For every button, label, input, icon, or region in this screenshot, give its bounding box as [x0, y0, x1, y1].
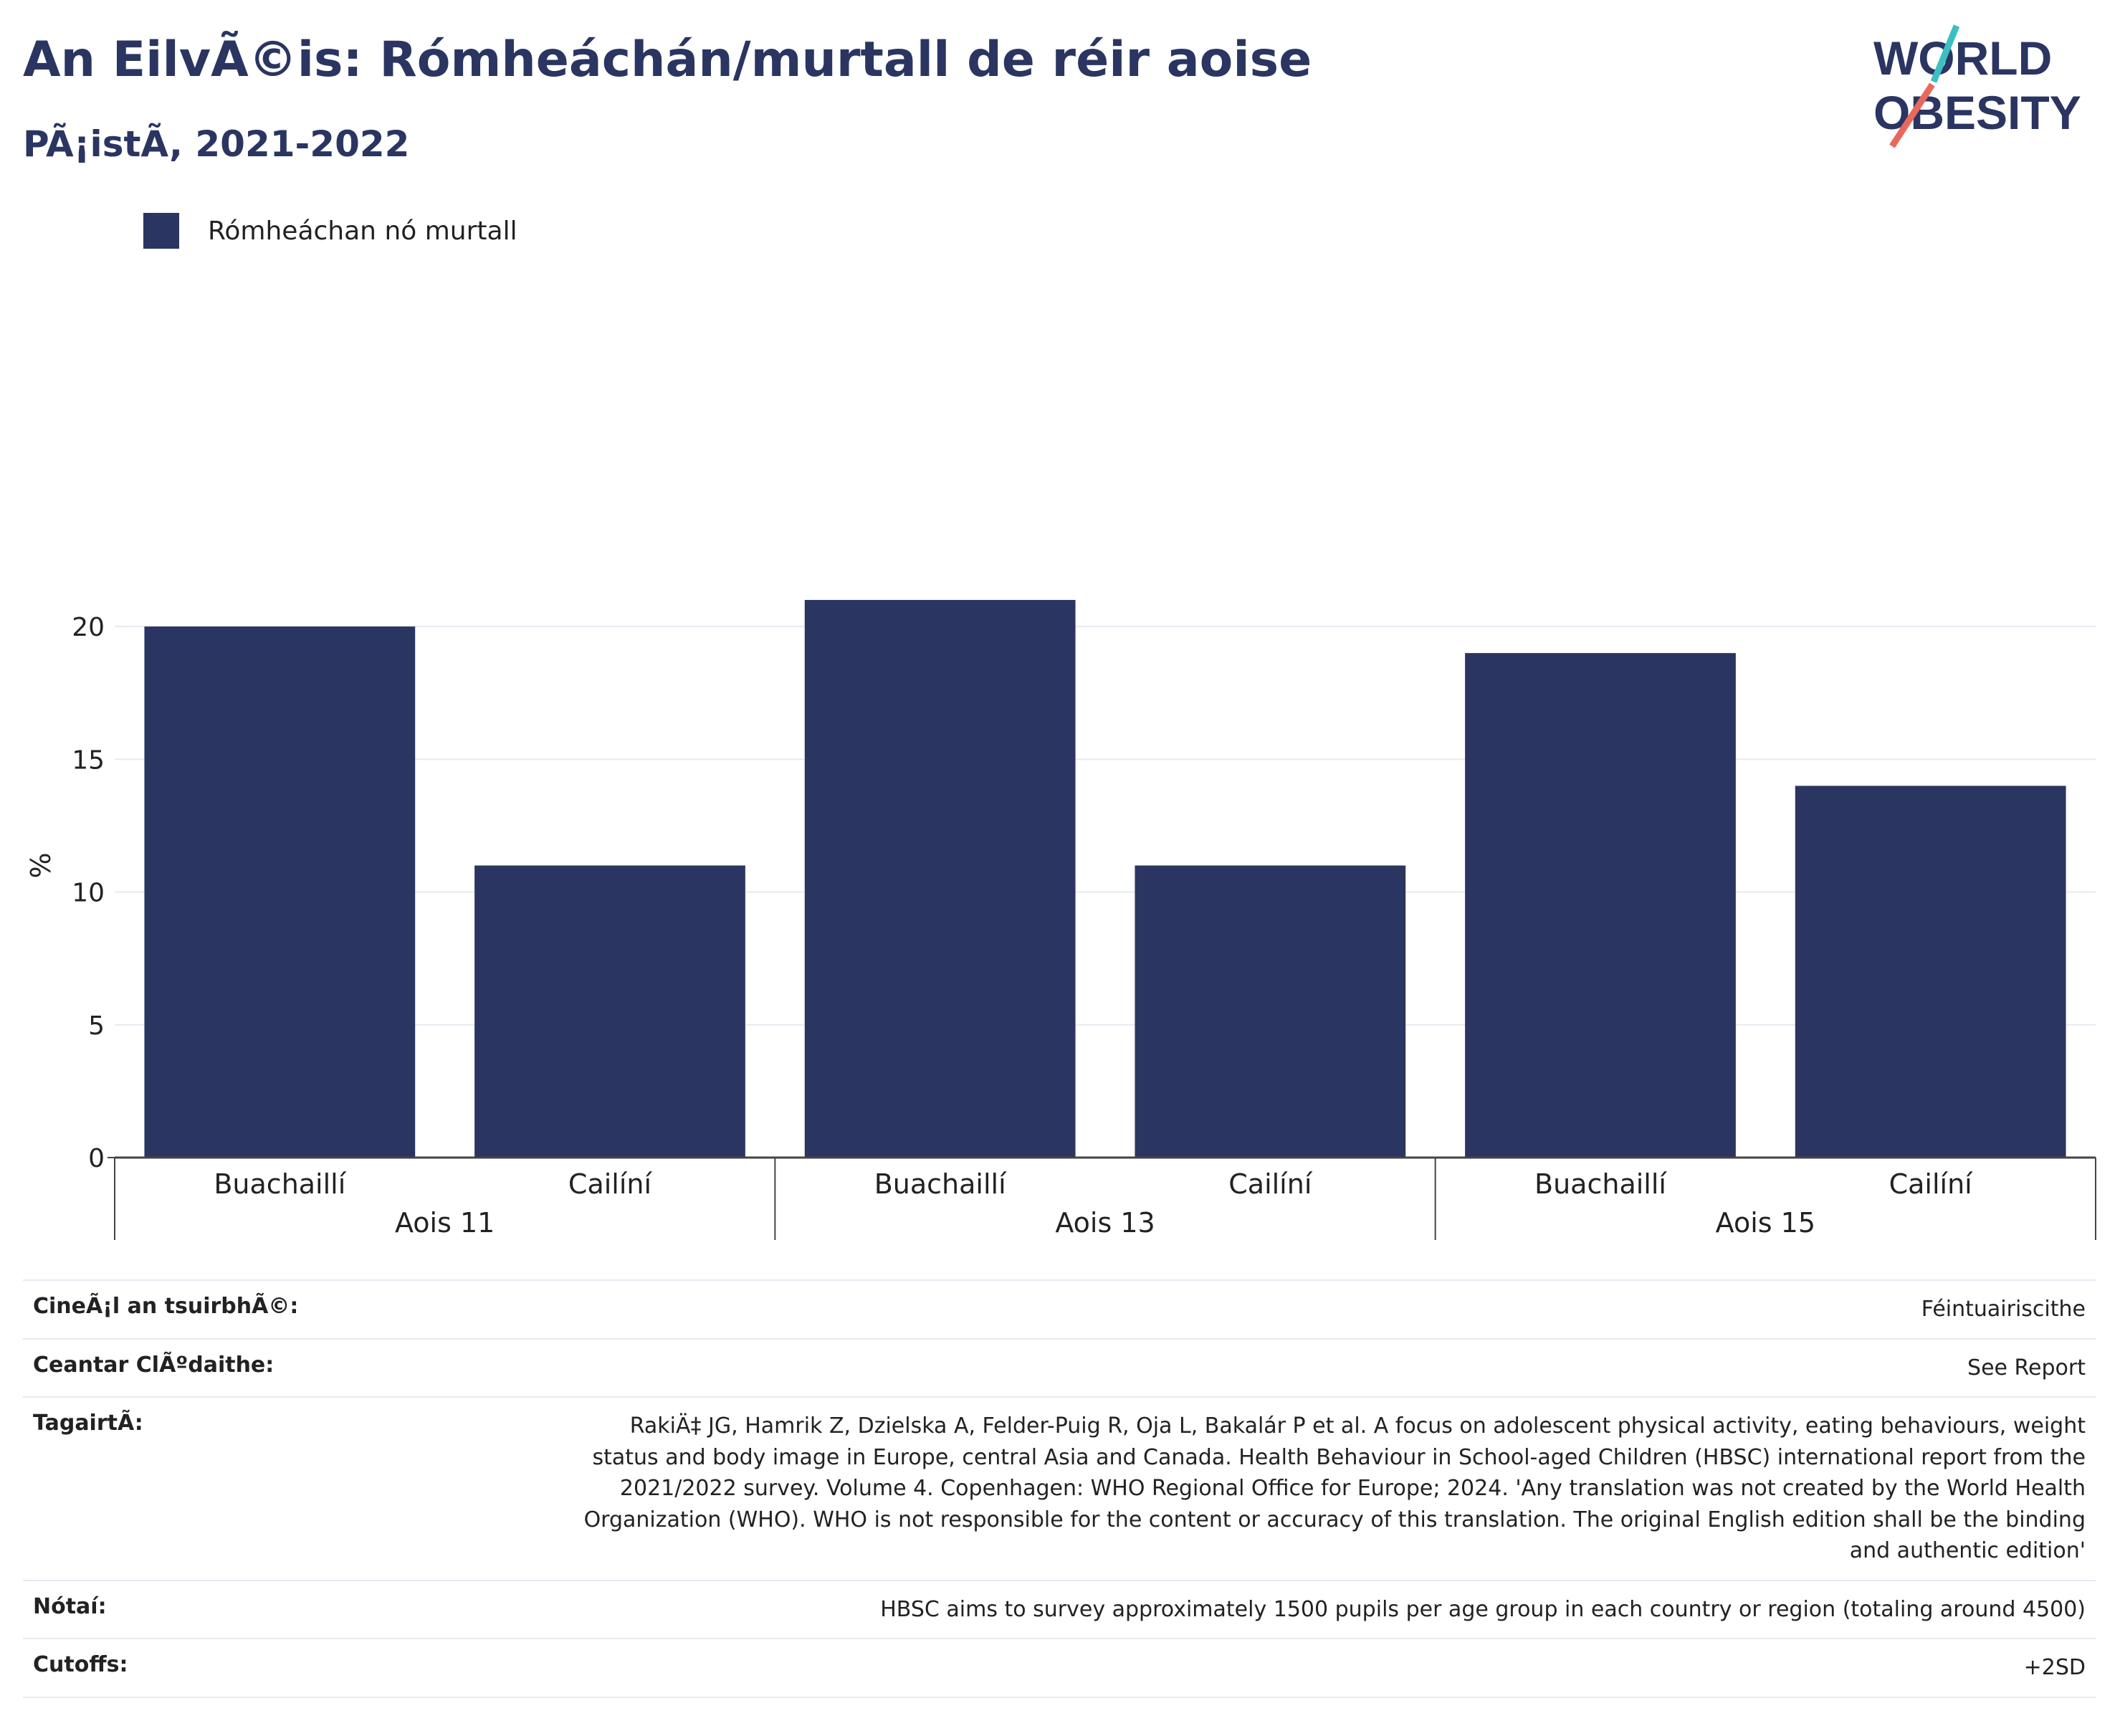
y-tick-label: 0	[88, 1144, 105, 1173]
meta-value: Féintuairiscithe	[1921, 1297, 2086, 1322]
bar	[804, 600, 1076, 1158]
meta-value: See Report	[1967, 1355, 2086, 1380]
logo-line2: OBESITY	[1873, 86, 2081, 139]
y-tick-label: 15	[72, 745, 105, 775]
group-label: Aois 11	[395, 1207, 495, 1239]
meta-key: CineÃ¡l an tsuirbhÃ©:	[33, 1294, 299, 1319]
meta-row-survey-type: CineÃ¡l an tsuirbhÃ©: Féintuairiscithe	[23, 1279, 2096, 1338]
bar	[1795, 786, 2066, 1158]
world-obesity-logo: WORLD OBESITY	[1873, 24, 2081, 148]
chart-title: An EilvÃ©is: Rómheáchán/murtall de réir …	[23, 32, 1312, 88]
y-tick-label: 5	[88, 1011, 105, 1041]
meta-key: Cutoffs:	[33, 1652, 128, 1677]
y-tick-label: 10	[72, 879, 105, 908]
meta-row-area: Ceantar ClÃºdaithe: See Report	[23, 1337, 2096, 1397]
logo-slash-coral	[1889, 82, 1935, 148]
bar-chart: 0 5 10 15 20% Buachaillí Cailíní Aois 11 Buachai…	[25, 600, 2096, 1240]
x-tick-label: Cailíní	[1889, 1168, 1974, 1200]
group-label: Aois 13	[1055, 1207, 1155, 1239]
x-tick-label: Cailíní	[568, 1168, 653, 1200]
group-label: Aois 15	[1716, 1207, 1815, 1239]
logo-line1: WORLD	[1873, 32, 2052, 85]
y-axis-label: %	[25, 852, 57, 878]
meta-row-notes: Nótaí: HBSC aims to survey approximately…	[23, 1579, 2096, 1639]
meta-value: +2SD	[2023, 1655, 2086, 1680]
x-tick-label: Cailíní	[1228, 1168, 1313, 1200]
x-tick-label: Buachaillí	[874, 1168, 1007, 1200]
meta-key: Ceantar ClÃºdaithe:	[33, 1352, 274, 1378]
logo-slash-teal	[1930, 24, 1960, 83]
bar	[1465, 653, 1736, 1158]
bar	[144, 626, 416, 1158]
meta-value: RakiÄ‡ JG, Hamrik Z, Dzielska A, Felder-…	[583, 1413, 2086, 1563]
x-tick-label: Buachaillí	[214, 1168, 346, 1200]
bar	[1135, 865, 1406, 1158]
meta-key: Nótaí:	[33, 1593, 107, 1619]
y-tick-label: 20	[72, 613, 105, 642]
legend: Rómheáchan nó murtall	[143, 212, 517, 249]
meta-row-cutoffs: Cutoffs: +2SD	[23, 1638, 2096, 1698]
metadata-table: CineÃ¡l an tsuirbhÃ©: Féintuairiscithe C…	[23, 1279, 2096, 1698]
legend-swatch	[143, 213, 179, 249]
meta-value: HBSC aims to survey approximately 1500 p…	[880, 1596, 2086, 1622]
x-tick-label: Buachaillí	[1534, 1168, 1667, 1200]
bar	[474, 865, 745, 1158]
chart-subtitle: PÃ¡istÃ, 2021-2022	[23, 123, 410, 165]
meta-key: TagairtÃ:	[33, 1411, 143, 1436]
legend-label: Rómheáchan nó murtall	[208, 216, 517, 246]
meta-row-reference: TagairtÃ: RakiÄ‡ JG, Hamrik Z, Dzielska …	[23, 1396, 2096, 1580]
